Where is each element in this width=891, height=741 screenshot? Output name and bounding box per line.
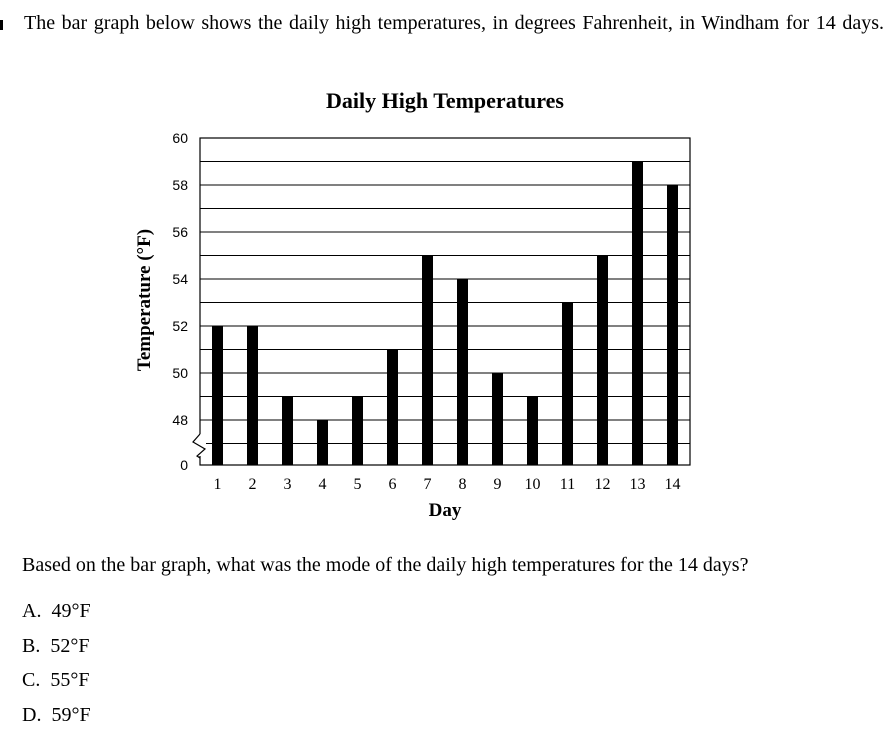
x-tick-label: 1 (214, 476, 222, 493)
plot-frame (199, 137, 691, 466)
x-tick-label: 5 (354, 476, 362, 493)
x-tick-label: 14 (665, 476, 681, 493)
choice-d[interactable]: D. 59°F (22, 702, 91, 737)
x-tick-label: 9 (494, 476, 502, 493)
y-tick-label: 48 (172, 412, 188, 428)
x-tick-label: 11 (560, 476, 575, 493)
bar (247, 326, 258, 465)
bar (317, 420, 328, 465)
left-margin-mark (0, 20, 3, 30)
bar (527, 396, 538, 465)
bar (632, 161, 643, 465)
bar (457, 279, 468, 465)
bar (212, 326, 223, 465)
y-tick-label: 50 (172, 365, 188, 381)
bar (597, 255, 608, 465)
choice-c[interactable]: C. 55°F (22, 667, 91, 702)
y-tick-label: 54 (172, 271, 188, 287)
choice-text: 49°F (51, 600, 91, 622)
choice-a[interactable]: A. 49°F (22, 598, 91, 633)
choice-text: 52°F (50, 634, 90, 657)
y-tick-label: 58 (172, 177, 188, 193)
x-tick-label: 8 (459, 476, 467, 493)
bar (352, 396, 363, 465)
answer-choices: A. 49°F B. 52°F C. 55°F D. 59°F (22, 598, 91, 736)
bar (492, 373, 503, 465)
x-tick-label: 2 (249, 476, 257, 493)
bar (387, 349, 398, 465)
x-tick-label: 3 (284, 476, 292, 493)
x-tick-label: 4 (319, 476, 327, 493)
question-text: Based on the bar graph, what was the mod… (22, 554, 749, 576)
choice-text: 55°F (50, 669, 90, 691)
choice-text: 59°F (51, 703, 91, 726)
x-tick-label: 13 (630, 476, 646, 493)
bar (422, 255, 433, 465)
choice-b[interactable]: B. 52°F (22, 633, 91, 668)
x-tick-label: 10 (525, 476, 541, 493)
bar (562, 302, 573, 465)
x-tick-label: 7 (424, 476, 432, 493)
y-tick-label: 56 (172, 224, 188, 240)
intro-text: The bar graph below shows the daily high… (24, 12, 884, 34)
choice-letter: C. (22, 669, 41, 691)
choice-letter: A. (22, 600, 42, 622)
y-tick-label: 60 (172, 130, 188, 146)
choice-letter: B. (22, 634, 41, 657)
y-tick-label: 0 (180, 457, 188, 473)
x-tick-label: 12 (595, 476, 611, 493)
bar (282, 396, 293, 465)
x-axis-label: Day (428, 500, 462, 521)
bar (667, 185, 678, 465)
chart-title: Daily High Temperatures (326, 88, 564, 113)
choice-letter: D. (22, 703, 42, 726)
axis-break (192, 433, 207, 459)
y-tick-label: 52 (172, 318, 188, 334)
x-tick-label: 6 (389, 476, 397, 493)
